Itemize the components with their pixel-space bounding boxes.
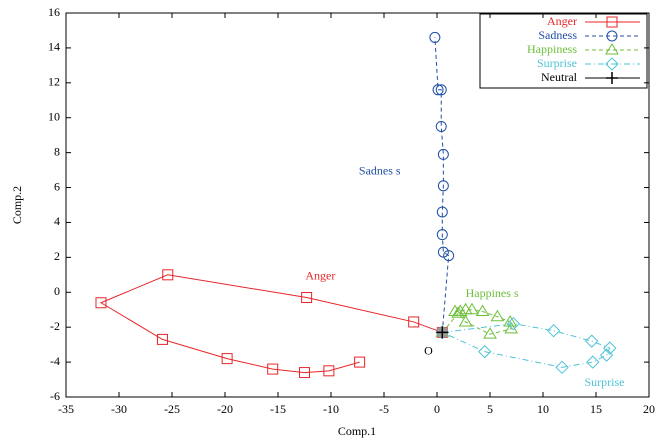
point <box>95 297 107 309</box>
point <box>436 206 448 218</box>
annotation: O <box>424 343 433 357</box>
y-tick-label: 8 <box>54 144 60 158</box>
y-tick-label: 10 <box>48 109 60 123</box>
annotation: Sadnes s <box>359 164 401 178</box>
y-tick-label: 2 <box>54 249 60 263</box>
y-tick-label: -2 <box>50 319 60 333</box>
point <box>437 148 449 160</box>
y-tick-label: -6 <box>50 389 60 403</box>
series-line <box>99 274 443 374</box>
annotation: Happines s <box>466 286 519 300</box>
y-tick-label: 4 <box>54 214 60 228</box>
point <box>603 341 617 355</box>
point <box>465 302 479 315</box>
point <box>408 316 420 328</box>
point <box>435 84 447 96</box>
y-tick-label: 0 <box>54 284 60 298</box>
point <box>156 333 168 345</box>
legend-label: Anger <box>547 14 577 28</box>
legend-label: Sadness <box>538 28 577 42</box>
point <box>451 306 466 318</box>
legend-label: Surprise <box>537 56 577 70</box>
point <box>490 309 505 322</box>
point <box>432 84 444 96</box>
annotation: Anger <box>305 268 335 282</box>
point <box>546 323 561 338</box>
x-tick-label: 0 <box>434 402 440 416</box>
legend-label: Neutral <box>541 70 578 84</box>
point <box>555 360 569 375</box>
point <box>435 120 447 132</box>
point <box>504 321 519 334</box>
y-tick-label: 16 <box>48 5 60 19</box>
y-tick-label: 6 <box>54 179 60 193</box>
point <box>162 269 174 281</box>
x-tick-label: 20 <box>643 402 655 416</box>
point <box>267 363 279 375</box>
point <box>429 31 441 43</box>
point <box>301 292 313 304</box>
point <box>586 355 600 369</box>
point <box>299 367 310 379</box>
point <box>437 246 449 258</box>
x-tick-label: -5 <box>379 402 389 416</box>
point <box>221 353 233 365</box>
series-line <box>434 37 450 333</box>
x-tick-label: -25 <box>164 402 180 416</box>
series-line <box>441 309 512 335</box>
annotation: Surprise <box>584 375 624 389</box>
x-tick-label: 5 <box>487 402 493 416</box>
x-tick-label: 15 <box>590 402 602 416</box>
legend-marker <box>605 57 619 71</box>
x-tick-label: -30 <box>111 402 127 416</box>
point <box>483 327 497 339</box>
x-tick-label: -10 <box>323 402 339 416</box>
legend-marker <box>605 43 619 55</box>
point <box>585 334 599 348</box>
y-axis-label: Comp.2 <box>10 186 24 224</box>
point <box>437 180 449 192</box>
x-tick-label: -35 <box>58 402 74 416</box>
x-axis-label: Comp.1 <box>338 424 376 438</box>
legend-box <box>479 13 648 89</box>
point <box>458 314 473 327</box>
point <box>599 348 614 362</box>
plot-frame <box>65 12 650 398</box>
y-tick-label: -4 <box>50 354 60 368</box>
legend-marker <box>606 72 618 84</box>
series-line <box>442 323 611 368</box>
point <box>436 326 449 339</box>
point <box>506 316 521 331</box>
point <box>354 356 366 368</box>
x-tick-label: -20 <box>217 402 233 416</box>
y-tick-label: 14 <box>48 40 60 54</box>
legend-label: Happiness <box>527 42 577 56</box>
point <box>443 250 455 262</box>
x-tick-label: -15 <box>270 402 286 416</box>
point <box>475 304 490 316</box>
point <box>448 304 462 316</box>
x-tick-label: 10 <box>537 402 549 416</box>
legend-marker <box>606 30 618 42</box>
point <box>477 344 492 359</box>
point <box>436 229 448 241</box>
y-tick-label: 12 <box>48 75 60 89</box>
point <box>323 365 335 377</box>
legend-marker <box>606 16 618 28</box>
